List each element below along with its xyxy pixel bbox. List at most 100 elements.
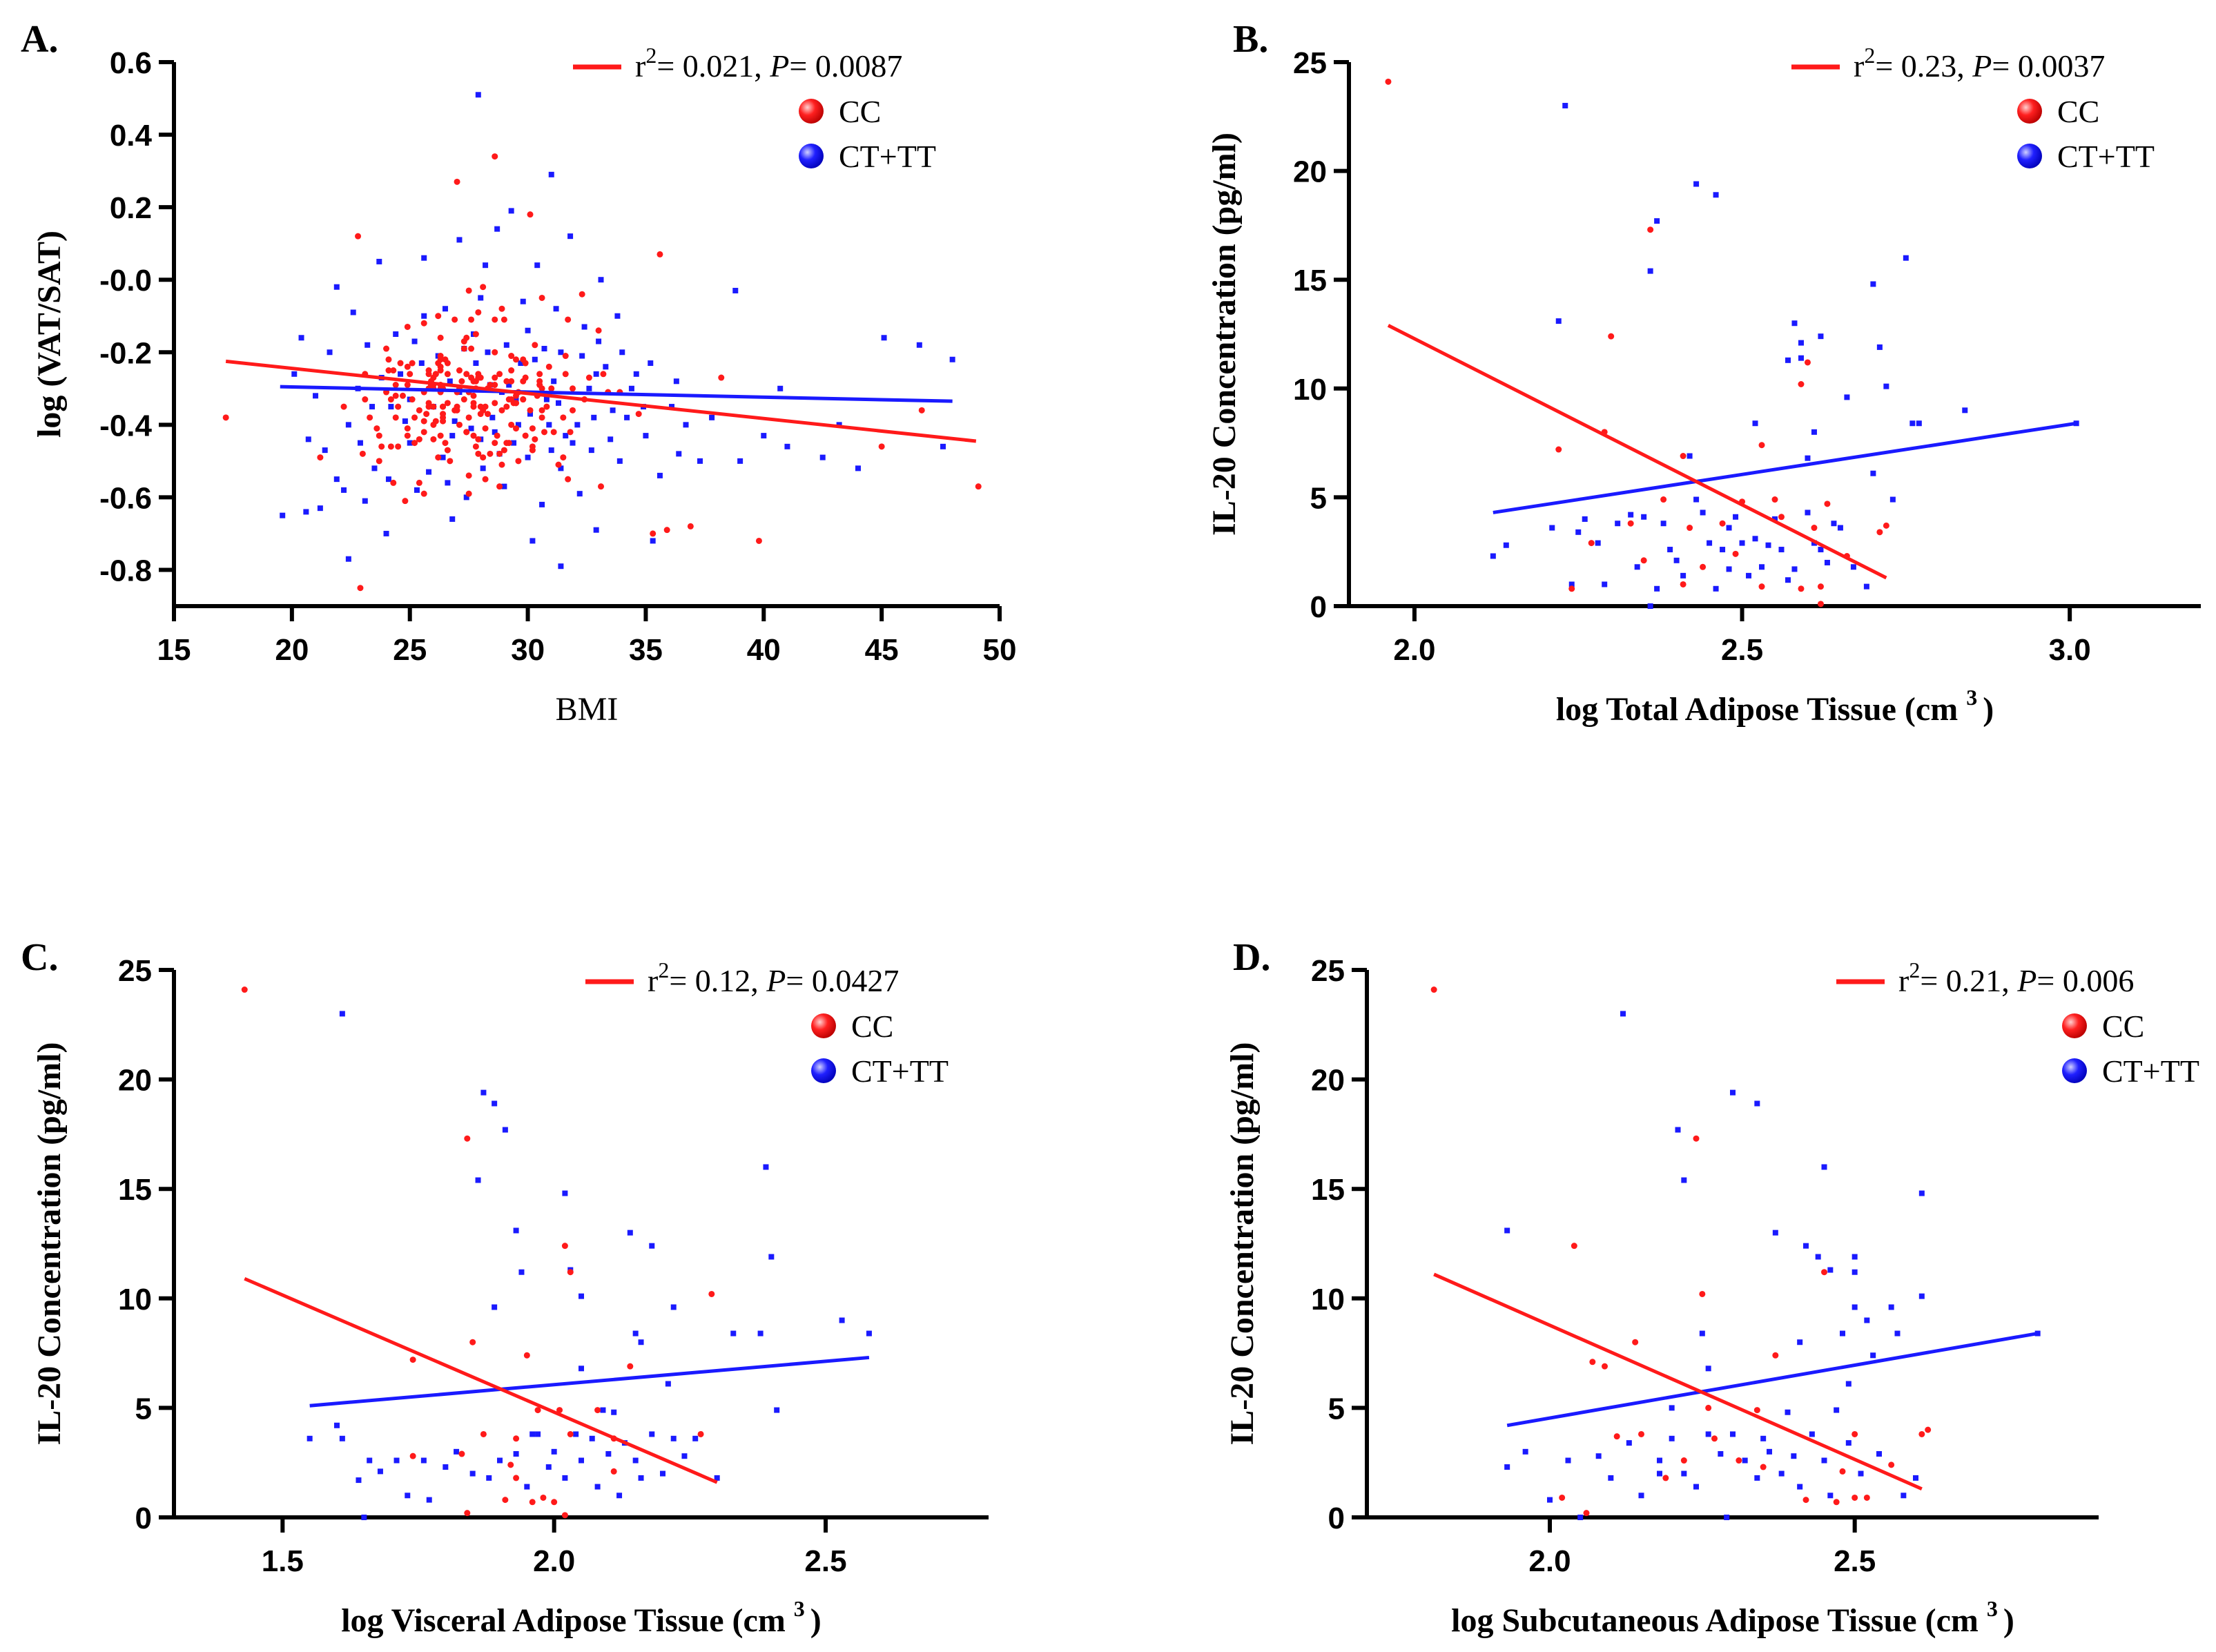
point-cc — [367, 414, 373, 421]
point-ct-tt — [1962, 407, 1968, 414]
point-cc — [465, 414, 472, 421]
point-ct-tt — [1742, 1457, 1748, 1464]
point-ct-tt — [447, 378, 453, 385]
point-ct-tt — [1791, 566, 1798, 572]
point-ct-tt — [473, 360, 479, 367]
point-ct-tt — [411, 338, 418, 344]
point-ct-tt — [534, 262, 541, 269]
point-cc — [409, 1357, 416, 1363]
point-ct-tt — [543, 396, 550, 402]
point-ct-tt — [1562, 103, 1568, 109]
point-ct-tt — [1831, 521, 1837, 527]
point-ct-tt — [1522, 1448, 1528, 1455]
point-ct-tt — [624, 414, 630, 420]
point-ct-tt — [451, 418, 458, 425]
point-ct-tt — [1850, 564, 1856, 570]
legend-stat-text: r2= 0.12, P= 0.0427 — [648, 958, 899, 998]
point-cc — [532, 436, 538, 443]
point-ct-tt — [525, 454, 531, 460]
point-cc — [430, 436, 437, 443]
point-ct-tt — [1733, 514, 1739, 520]
x-tick-label: 35 — [629, 633, 663, 667]
point-cc — [538, 407, 545, 414]
point-ct-tt — [1791, 320, 1798, 327]
point-cc — [387, 396, 394, 403]
point-cc — [1662, 1475, 1669, 1481]
point-ct-tt — [1870, 470, 1876, 476]
point-ct-tt — [548, 171, 554, 177]
point-cc — [567, 1269, 574, 1276]
point-cc — [357, 585, 364, 592]
y-tick-label: 0.6 — [110, 46, 152, 80]
point-cc — [541, 429, 547, 436]
point-ct-tt — [1870, 1352, 1876, 1359]
point-ct-tt — [541, 346, 547, 352]
panel-letter: D. — [1233, 936, 1270, 979]
point-ct-tt — [475, 92, 481, 98]
point-cc — [1925, 1426, 1932, 1433]
point-ct-tt — [596, 338, 602, 344]
point-cc — [430, 403, 437, 410]
point-ct-tt — [513, 1227, 519, 1234]
point-cc — [540, 1494, 547, 1501]
point-cc — [464, 1135, 471, 1142]
point-cc — [392, 382, 399, 389]
point-cc — [1583, 1510, 1590, 1517]
point-cc — [404, 363, 411, 370]
point-ct-tt — [1785, 357, 1791, 363]
point-ct-tt — [361, 1515, 367, 1520]
point-cc — [520, 356, 527, 363]
point-ct-tt — [697, 458, 703, 464]
point-cc — [522, 432, 529, 439]
point-cc — [550, 429, 557, 436]
point-cc — [392, 414, 399, 421]
point-cc — [561, 1512, 568, 1519]
point-cc — [456, 367, 463, 374]
y-tick-label: 0.4 — [110, 119, 153, 153]
point-ct-tt — [345, 422, 351, 428]
point-cc — [1888, 1461, 1895, 1468]
point-cc — [385, 356, 392, 363]
point-cc — [1680, 1457, 1687, 1464]
point-cc — [1851, 1494, 1858, 1501]
point-ct-tt — [1844, 394, 1850, 400]
point-cc — [520, 396, 527, 403]
point-cc — [498, 407, 505, 414]
point-cc — [399, 392, 406, 399]
y-tick-label: 0 — [135, 1502, 152, 1535]
point-ct-tt — [555, 400, 561, 406]
point-ct-tt — [757, 1330, 764, 1337]
point-ct-tt — [627, 1230, 633, 1236]
point-cc — [444, 371, 451, 378]
point-cc — [378, 443, 385, 450]
point-ct-tt — [1845, 1381, 1851, 1387]
x-axis-label: BMI — [556, 691, 619, 728]
point-cc — [1568, 585, 1575, 592]
point-cc — [560, 414, 567, 421]
point-cc — [503, 378, 510, 385]
point-ct-tt — [732, 287, 739, 293]
fit-line-ct-tt — [280, 385, 953, 403]
y-tick-label: 25 — [118, 954, 152, 988]
point-ct-tt — [633, 371, 639, 377]
point-ct-tt — [468, 425, 474, 431]
point-ct-tt — [494, 226, 500, 232]
point-ct-tt — [383, 530, 389, 536]
point-ct-tt — [1876, 1451, 1882, 1457]
point-cc — [1602, 1363, 1608, 1370]
point-ct-tt — [1805, 455, 1811, 461]
point-ct-tt — [339, 1435, 345, 1441]
y-tick-label: 10 — [1311, 1283, 1345, 1316]
x-tick-label: 3.0 — [2049, 633, 2091, 667]
point-ct-tt — [548, 447, 554, 454]
point-cc — [1632, 1339, 1639, 1345]
point-cc — [1883, 522, 1889, 529]
point-ct-tt — [1883, 383, 1889, 389]
point-ct-tt — [313, 393, 319, 399]
point-ct-tt — [650, 538, 656, 544]
point-ct-tt — [1913, 1475, 1918, 1481]
chart-panel-4: D. 2.0 2.5 0 5 10 15 20 25 log Subcutaneous Adipo… — [1224, 936, 2199, 1639]
point-cc — [1876, 529, 1883, 536]
point-ct-tt — [518, 360, 524, 367]
point-ct-tt — [440, 454, 446, 460]
